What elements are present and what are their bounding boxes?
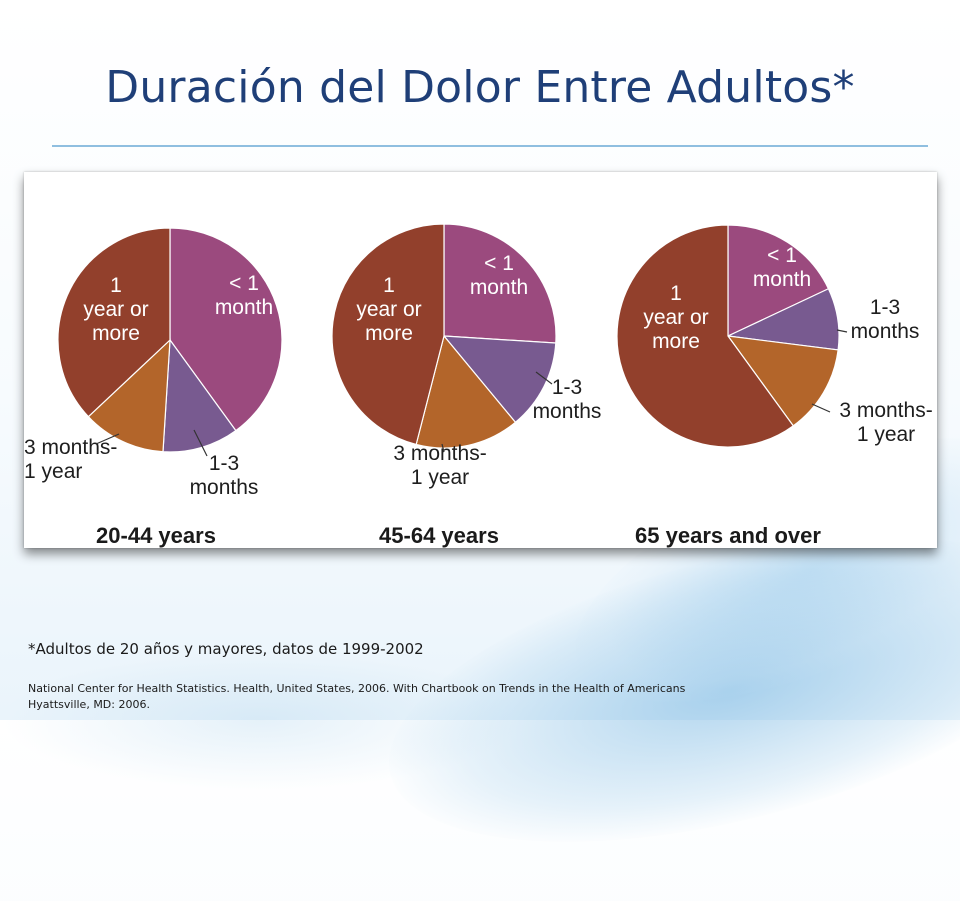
pie-title: 45-64 years [379, 523, 499, 548]
slice-label: 1 year or more [83, 274, 148, 345]
slice-label: 1 year or more [643, 282, 708, 353]
source-line-1: National Center for Health Statistics. H… [28, 682, 686, 695]
pie-chart: < 1 month 1-3 months 3 months-1 year 1 year or… [24, 227, 283, 548]
leader-line [811, 403, 831, 413]
leader-line [193, 429, 208, 457]
leader-line [441, 443, 445, 453]
title-divider [52, 145, 928, 147]
slice-1-3-months [162, 338, 237, 453]
slice-lt-1-month [443, 223, 557, 344]
pie-title: 65 years and over [635, 523, 821, 548]
slice-3-months-1-year [87, 338, 171, 453]
slide-title: Duración del Dolor Entre Adultos* [105, 62, 855, 113]
slice-label: < 1 month [470, 252, 528, 299]
pie-chart: < 1 month 1-3 months 3 months-1 year 1 year or… [616, 224, 933, 548]
slice-1-year-or-more [57, 227, 171, 418]
chart-panel: < 1 month 1-3 months 3 months-1 year 1 year or… [24, 172, 937, 548]
slice-1-3-months [442, 335, 557, 424]
slice-3-months-1-year [415, 334, 517, 449]
slice-label: 1-3 months [533, 376, 602, 423]
slice-label: 3 months-1 year [839, 399, 932, 446]
slice-label: 1 year or more [356, 274, 421, 345]
slice-1-year-or-more [331, 223, 445, 446]
slice-label: 3 months-1 year [393, 442, 486, 489]
slice-label: 1-3 months [190, 452, 259, 499]
pie-chart: < 1 month 1-3 months 3 months-1 year 1 year or… [331, 223, 602, 548]
slice-label: 3 months-1 year [24, 436, 117, 483]
footnote: *Adultos de 20 años y mayores, datos de … [28, 640, 424, 658]
slice-lt-1-month [169, 227, 283, 432]
leader-line [535, 371, 553, 385]
slice-lt-1-month [727, 224, 830, 337]
slice-label: < 1 month [753, 244, 811, 291]
slice-3-months-1-year [726, 335, 839, 427]
slice-label: < 1 month [215, 272, 273, 319]
source-line-2: Hyattsville, MD: 2006. [28, 698, 150, 711]
leader-line [836, 329, 848, 333]
slice-label: 1-3 months [851, 296, 920, 343]
pie-title: 20-44 years [96, 523, 216, 548]
leader-line [95, 433, 120, 445]
source-citation: National Center for Health Statistics. H… [28, 681, 788, 713]
pie-charts: < 1 month 1-3 months 3 months-1 year 1 year or… [24, 223, 933, 548]
slice-1-year-or-more [616, 224, 795, 448]
